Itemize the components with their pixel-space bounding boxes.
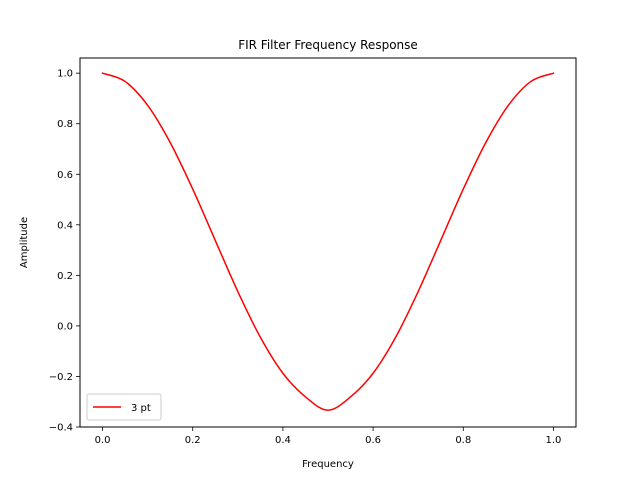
series-line-0 <box>101 72 555 411</box>
y-tick-label: 0.6 <box>57 170 73 181</box>
y-tick-label: −0.4 <box>49 423 73 434</box>
legend-box <box>86 393 162 421</box>
x-tick-label: 0.4 <box>275 435 291 446</box>
y-tick-label: 0.8 <box>57 119 73 130</box>
legend: 3 pt <box>86 393 162 421</box>
y-tick-label: 0.2 <box>57 271 73 282</box>
x-axis: 0.0 0.2 0.4 0.6 0.8 1.0 <box>95 427 562 446</box>
plot-area <box>101 72 555 411</box>
axes-frame <box>79 57 577 428</box>
x-tick-label: 0.2 <box>185 435 201 446</box>
y-axis-label: Amplitude <box>19 217 30 268</box>
x-tick-label: 0.0 <box>95 435 111 446</box>
y-tick-label: −0.2 <box>49 372 73 383</box>
y-axis: −0.4 −0.2 0.0 0.2 0.4 0.6 0.8 1.0 <box>49 69 80 434</box>
y-tick-label: 0.0 <box>57 321 73 332</box>
x-tick-label: 1.0 <box>546 435 562 446</box>
x-tick-label: 0.6 <box>365 435 381 446</box>
x-tick-label: 0.8 <box>455 435 471 446</box>
chart-title: FIR Filter Frequency Response <box>238 38 418 52</box>
legend-label: 3 pt <box>131 403 151 414</box>
y-tick-label: 1.0 <box>57 69 73 80</box>
y-tick-label: 0.4 <box>57 220 73 231</box>
x-axis-label: Frequency <box>302 459 354 470</box>
